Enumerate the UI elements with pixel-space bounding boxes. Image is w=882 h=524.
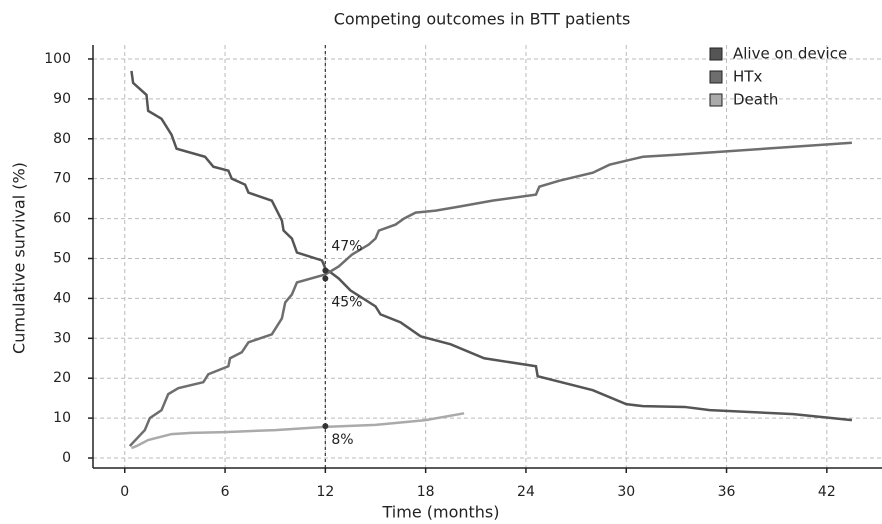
annotation-label: 45% (331, 294, 362, 310)
x-tick-label: 30 (617, 484, 635, 500)
x-axis-title: Time (months) (382, 503, 500, 522)
legend-label: Death (733, 91, 778, 109)
x-tick-label: 36 (718, 484, 736, 500)
y-tick-label: 30 (53, 330, 71, 346)
annotation-point (322, 275, 329, 282)
y-tick-label: 60 (53, 211, 71, 227)
annotation-point (322, 423, 329, 430)
y-tick-label: 70 (53, 171, 71, 187)
y-tick-label: 90 (53, 91, 71, 107)
y-tick-label: 40 (53, 290, 71, 306)
x-tick-label: 6 (221, 484, 230, 500)
y-tick-label: 20 (53, 370, 71, 386)
legend-swatch (709, 70, 723, 84)
series-line (128, 141, 852, 447)
x-tick-label: 0 (120, 484, 129, 500)
legend-swatch (709, 93, 723, 107)
annotation-label: 8% (331, 432, 353, 448)
y-tick-label: 80 (53, 131, 71, 147)
y-tick-label: 100 (44, 51, 71, 67)
legend-swatch (709, 47, 723, 61)
legend-label: HTx (733, 68, 762, 86)
legend-label: Alive on device (733, 45, 847, 63)
y-axis-title: Cumulative survival (%) (10, 162, 29, 354)
x-tick-label: 42 (818, 484, 836, 500)
x-tick-label: 18 (417, 484, 435, 500)
annotation-point (322, 267, 329, 274)
y-tick-label: 0 (62, 450, 71, 466)
series-line (130, 70, 853, 422)
y-tick-label: 10 (53, 410, 71, 426)
chart-title: Competing outcomes in BTT patients (334, 10, 631, 29)
series-line (130, 412, 465, 450)
y-tick-label: 50 (53, 250, 71, 266)
x-tick-label: 12 (316, 484, 334, 500)
x-tick-label: 24 (517, 484, 535, 500)
annotation-label: 47% (331, 238, 362, 254)
